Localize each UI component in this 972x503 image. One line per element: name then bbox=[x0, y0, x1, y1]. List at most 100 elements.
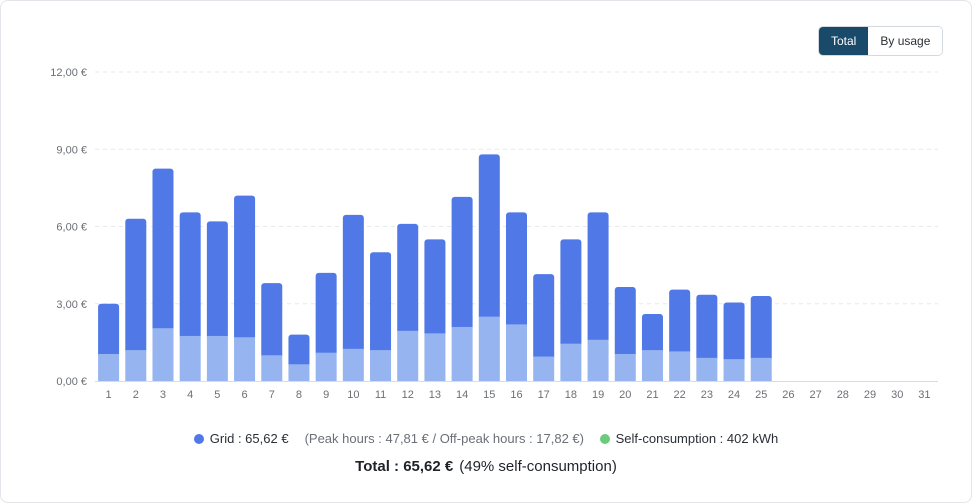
bar-off-peak[interactable] bbox=[614, 353, 636, 381]
x-tick-label: 12 bbox=[402, 389, 414, 401]
y-tick-label: 3,00 € bbox=[56, 299, 87, 311]
x-tick-label: 22 bbox=[674, 389, 686, 401]
x-tick-label: 1 bbox=[106, 389, 112, 401]
legend-grid[interactable]: Grid : 65,62 € (Peak hours : 47,81 € / O… bbox=[193, 431, 584, 446]
bar-peak[interactable] bbox=[370, 252, 392, 354]
bar-off-peak[interactable] bbox=[342, 348, 364, 381]
bar-off-peak[interactable] bbox=[98, 353, 120, 381]
x-tick-label: 31 bbox=[918, 389, 930, 401]
bar-peak[interactable] bbox=[506, 212, 527, 328]
bar-off-peak[interactable] bbox=[641, 350, 663, 381]
bars bbox=[98, 154, 772, 381]
bar-off-peak[interactable] bbox=[315, 352, 337, 381]
bar-peak[interactable] bbox=[669, 289, 691, 355]
y-tick-label: 6,00 € bbox=[56, 222, 87, 234]
x-tick-label: 2 bbox=[133, 389, 139, 401]
grid-lines bbox=[95, 71, 938, 382]
x-tick-label: 23 bbox=[701, 389, 713, 401]
legend-self-label: Self-consumption : 402 kWh bbox=[615, 431, 779, 446]
bar-off-peak[interactable] bbox=[506, 324, 527, 381]
bar-peak[interactable] bbox=[342, 214, 364, 352]
x-tick-label: 27 bbox=[810, 389, 822, 401]
x-tick-label: 17 bbox=[538, 389, 550, 401]
x-tick-label: 15 bbox=[483, 389, 495, 401]
bar-peak[interactable] bbox=[723, 302, 745, 363]
bar-peak[interactable] bbox=[125, 218, 147, 354]
bar-peak[interactable] bbox=[614, 287, 636, 357]
legend-self-consumption[interactable]: Self-consumption : 402 kWh bbox=[599, 431, 779, 446]
x-tick-label: 24 bbox=[728, 389, 740, 401]
x-tick-label: 9 bbox=[323, 389, 329, 401]
bar-peak[interactable] bbox=[261, 283, 283, 359]
x-tick-label: 8 bbox=[296, 389, 302, 401]
bar-off-peak[interactable] bbox=[424, 333, 446, 381]
legend-grid-label: Grid : 65,62 € bbox=[209, 431, 289, 446]
bar-off-peak[interactable] bbox=[750, 357, 772, 381]
x-tick-label: 4 bbox=[187, 389, 193, 401]
x-tick-label: 26 bbox=[782, 389, 794, 401]
bar-peak[interactable] bbox=[478, 154, 500, 320]
bar-off-peak[interactable] bbox=[397, 330, 419, 381]
bar-off-peak[interactable] bbox=[125, 350, 147, 381]
bar-off-peak[interactable] bbox=[478, 316, 500, 381]
bar-peak[interactable] bbox=[234, 195, 256, 341]
bar-off-peak[interactable] bbox=[152, 328, 174, 381]
bar-peak[interactable] bbox=[641, 314, 663, 354]
x-tick-label: 18 bbox=[565, 389, 577, 401]
y-tick-label: 9,00 € bbox=[56, 144, 87, 156]
bar-off-peak[interactable] bbox=[533, 356, 555, 381]
bar-off-peak[interactable] bbox=[560, 343, 582, 381]
bar-off-peak[interactable] bbox=[179, 335, 201, 381]
total-label: Total : 65,62 € bbox=[355, 458, 454, 475]
x-tick-label: 30 bbox=[891, 389, 903, 401]
x-tick-label: 21 bbox=[646, 389, 658, 401]
legend: Grid : 65,62 € (Peak hours : 47,81 € / O… bbox=[0, 431, 972, 447]
x-tick-label: 13 bbox=[429, 389, 441, 401]
bar-peak[interactable] bbox=[152, 168, 174, 332]
grid-dot-icon bbox=[193, 433, 204, 444]
toggle-total-button[interactable]: Total bbox=[819, 27, 869, 55]
y-tick-label: 12,00 € bbox=[50, 67, 87, 79]
bar-off-peak[interactable] bbox=[370, 350, 392, 381]
bar-off-peak[interactable] bbox=[696, 357, 718, 381]
x-tick-label: 29 bbox=[864, 389, 876, 401]
bar-off-peak[interactable] bbox=[234, 337, 256, 381]
x-tick-label: 10 bbox=[347, 389, 359, 401]
x-tick-label: 11 bbox=[375, 389, 386, 401]
x-tick-label: 28 bbox=[837, 389, 849, 401]
total-summary: Total : 65,62 € (49% self-consumption) bbox=[0, 458, 972, 475]
y-tick-label: 0,00 € bbox=[56, 376, 87, 388]
x-tick-label: 6 bbox=[242, 389, 248, 401]
toggle-by-usage-button[interactable]: By usage bbox=[868, 27, 943, 55]
bar-off-peak[interactable] bbox=[723, 359, 745, 381]
bar-peak[interactable] bbox=[288, 334, 310, 368]
x-axis: 1 2 3 4 5 6 7 8 9 10 11 12 13 14 15 16 17 18 19 20 21 22 23 24 2… bbox=[106, 389, 931, 401]
x-tick-label: 7 bbox=[269, 389, 275, 401]
bar-peak[interactable] bbox=[397, 223, 419, 334]
x-tick-label: 14 bbox=[456, 389, 468, 401]
bar-peak[interactable] bbox=[587, 212, 609, 343]
y-axis: 0,00 € 3,00 € 6,00 € 9,00 € 12,00 € bbox=[50, 67, 87, 388]
bar-peak[interactable] bbox=[696, 294, 718, 361]
bar-peak[interactable] bbox=[560, 239, 582, 347]
bar-off-peak[interactable] bbox=[261, 355, 283, 381]
bar-peak[interactable] bbox=[750, 296, 772, 361]
bar-off-peak[interactable] bbox=[206, 335, 228, 381]
bar-peak[interactable] bbox=[179, 212, 201, 339]
legend-grid-detail: (Peak hours : 47,81 € / Off-peak hours :… bbox=[304, 431, 584, 446]
bar-peak[interactable] bbox=[315, 272, 337, 356]
x-tick-label: 16 bbox=[510, 389, 522, 401]
bar-peak[interactable] bbox=[206, 221, 228, 339]
bar-off-peak[interactable] bbox=[451, 326, 473, 381]
bar-off-peak[interactable] bbox=[288, 364, 310, 381]
bar-peak[interactable] bbox=[424, 239, 446, 337]
bar-peak[interactable] bbox=[98, 303, 120, 357]
x-tick-label: 25 bbox=[755, 389, 767, 401]
bar-off-peak[interactable] bbox=[669, 351, 691, 381]
x-tick-label: 20 bbox=[619, 389, 631, 401]
x-tick-label: 5 bbox=[214, 389, 220, 401]
bar-peak[interactable] bbox=[533, 274, 555, 360]
bar-peak[interactable] bbox=[451, 196, 473, 330]
bar-off-peak[interactable] bbox=[587, 339, 609, 381]
